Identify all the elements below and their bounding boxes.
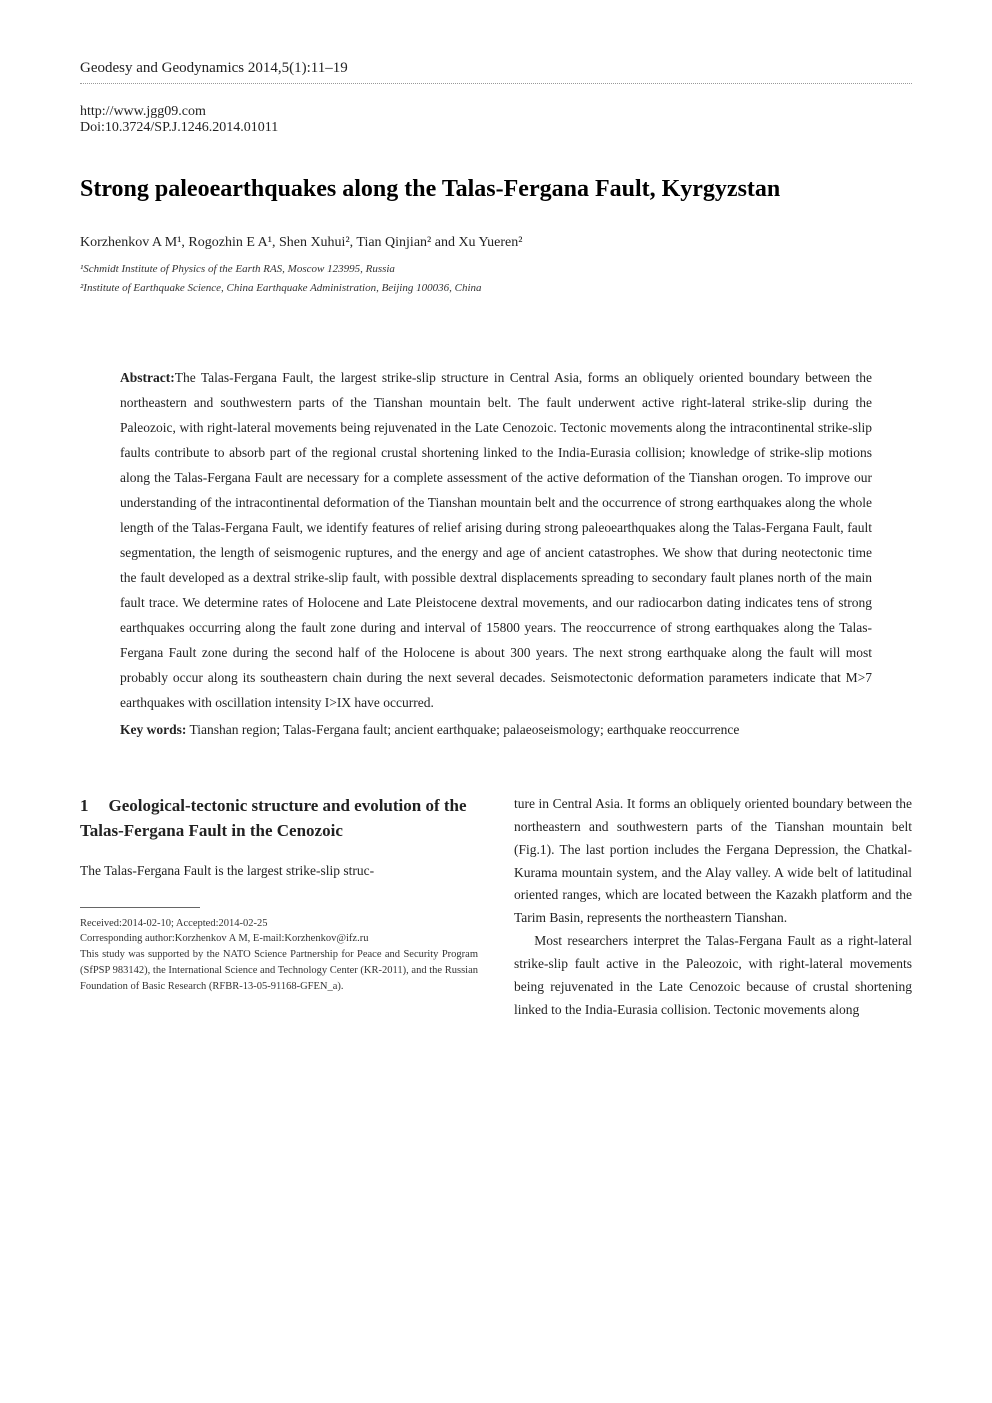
abstract: Abstract:The Talas-Fergana Fault, the la… (80, 366, 912, 716)
section-number: 1 (80, 793, 89, 819)
footnote-funding: This study was supported by the NATO Sci… (80, 947, 478, 994)
doi: Doi:10.3724/SP.J.1246.2014.01011 (80, 120, 912, 136)
section-1-heading: 1Geological-tectonic structure and evolu… (80, 793, 478, 844)
footnote-corresponding: Corresponding author:Korzhenkov A M, E-m… (80, 931, 478, 947)
right-paragraph-1: ture in Central Asia. It forms an obliqu… (514, 793, 912, 931)
journal-url: http://www.jgg09.com (80, 104, 912, 120)
left-paragraph-1: The Talas-Fergana Fault is the largest s… (80, 860, 478, 883)
keywords-text: Tianshan region; Talas-Fergana fault; an… (186, 722, 739, 737)
affiliation-2: ²Institute of Earthquake Science, China … (80, 280, 912, 297)
footnote-divider (80, 907, 200, 908)
body-columns: 1Geological-tectonic structure and evolu… (80, 793, 912, 1022)
right-column: ture in Central Asia. It forms an obliqu… (514, 793, 912, 1022)
abstract-label: Abstract: (120, 370, 175, 385)
right-paragraph-2: Most researchers interpret the Talas-Fer… (514, 930, 912, 1022)
keywords-label: Key words: (120, 722, 186, 737)
header-divider (80, 83, 912, 84)
keywords: Key words: Tianshan region; Talas-Fergan… (80, 718, 912, 743)
footnote-received: Received:2014-02-10; Accepted:2014-02-25 (80, 916, 478, 932)
section-title: Geological-tectonic structure and evolut… (80, 796, 467, 841)
affiliation-1: ¹Schmidt Institute of Physics of the Ear… (80, 261, 912, 278)
article-title: Strong paleoearthquakes along the Talas-… (80, 174, 912, 205)
abstract-text: The Talas-Fergana Fault, the largest str… (120, 370, 872, 710)
journal-header: Geodesy and Geodynamics 2014,5(1):11–19 (80, 60, 912, 77)
authors-line: Korzhenkov A M¹, Rogozhin E A¹, Shen Xuh… (80, 235, 912, 251)
left-column: 1Geological-tectonic structure and evolu… (80, 793, 478, 1022)
